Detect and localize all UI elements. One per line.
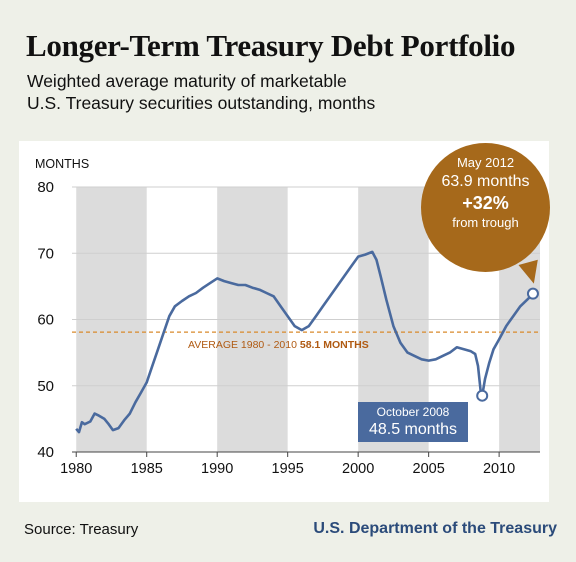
- may-2012-callout: May 2012 63.9 months +32% from trough: [421, 143, 550, 272]
- y-tick-label-1: 50: [37, 378, 54, 395]
- chart-title: Longer-Term Treasury Debt Portfolio: [26, 28, 516, 63]
- axes-group: 1980 1985 1990 1995 2000 2005 2010 40 50 60 70 80 MO…: [35, 157, 540, 477]
- x-tick-label-3: 1995: [272, 461, 304, 477]
- source-note: Source: Treasury: [24, 521, 139, 538]
- y-axis-title: MONTHS: [35, 157, 89, 171]
- subtitle-line-1: Weighted average maturity of marketable: [27, 71, 347, 91]
- october-2008-label: October 2008 48.5 months: [358, 402, 468, 442]
- x-tick-label-0: 1980: [60, 461, 92, 477]
- x-tick-label-6: 2010: [483, 461, 515, 477]
- average-line-group: AVERAGE 1980 - 2010 58.1 MONTHS: [72, 331, 540, 351]
- callout-change-note: from trough: [452, 215, 519, 230]
- y-tick-label-3: 70: [37, 245, 54, 262]
- x-tick-label-1: 1985: [131, 461, 163, 477]
- callout-date: May 2012: [456, 155, 515, 170]
- x-tick-label-4: 2000: [342, 461, 374, 477]
- x-tick-label-2: 1990: [201, 461, 233, 477]
- series-line: [75, 250, 534, 434]
- subtitle-line-2: U.S. Treasury securities outstanding, mo…: [27, 93, 376, 113]
- trough-date: October 2008: [376, 405, 450, 419]
- publisher-credit: U.S. Department of the Treasury: [313, 520, 557, 537]
- y-tick-label-0: 40: [37, 444, 54, 461]
- annotation-marker-0: [526, 287, 539, 300]
- x-tick-label-5: 2005: [413, 461, 445, 477]
- annotation-marker-1: [476, 389, 489, 402]
- y-tick-label-2: 60: [37, 312, 54, 329]
- y-tick-label-4: 80: [37, 179, 54, 196]
- markers-group: [476, 287, 539, 402]
- callout-value: 63.9 months: [441, 173, 530, 190]
- series-group: [75, 250, 534, 434]
- chart-subtitle: Weighted average maturity of marketable …: [27, 70, 375, 114]
- callout-change: +32%: [462, 193, 509, 213]
- trough-value: 48.5 months: [368, 421, 458, 438]
- average-label: AVERAGE 1980 - 2010 58.1 MONTHS: [188, 339, 369, 351]
- average-label-value: 58.1 MONTHS: [300, 339, 369, 351]
- average-label-text: AVERAGE 1980 - 2010: [188, 339, 300, 351]
